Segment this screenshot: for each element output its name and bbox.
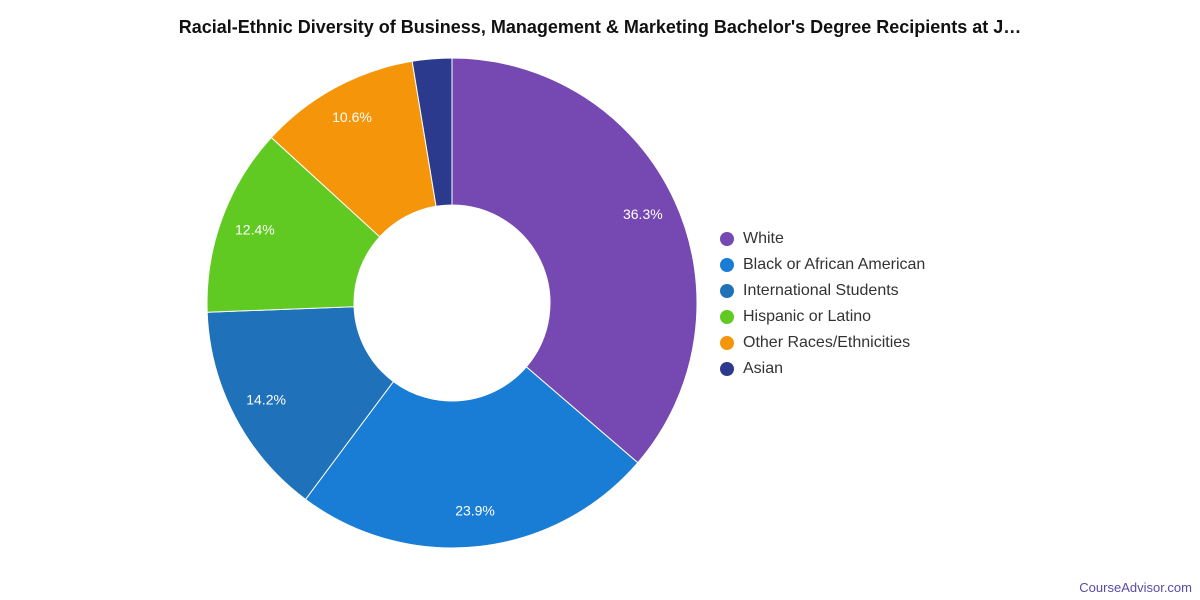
legend-label: Asian (743, 360, 784, 377)
legend-item-hispanic-or-latino: Hispanic or Latino (720, 304, 925, 330)
legend-swatch (720, 284, 734, 298)
legend-swatch (720, 362, 734, 376)
legend-swatch (720, 336, 734, 350)
slice-label-hispanic-or-latino: 12.4% (235, 221, 275, 237)
donut-slices (206, 57, 698, 549)
donut-slice-labels: 36.3% 23.9% 14.2% 12.4% 10.6% (235, 109, 663, 518)
slice-label-international-students: 14.2% (246, 391, 286, 407)
legend-swatch (720, 258, 734, 272)
legend-label: White (743, 230, 784, 247)
slice-black-or-african-american (304, 366, 639, 549)
legend-label: Other Races/Ethnicities (743, 334, 911, 351)
slice-other-races-ethnicities (270, 60, 437, 238)
slice-label-black-or-african-american: 23.9% (455, 502, 495, 518)
legend-item-asian: Asian (720, 356, 925, 382)
legend-label: Hispanic or Latino (743, 308, 872, 325)
legend-swatch (720, 232, 734, 246)
slice-label-white: 36.3% (623, 206, 663, 222)
legend-label: Black or African American (743, 256, 926, 273)
watermark: CourseAdvisor.com (1079, 580, 1192, 595)
legend-item-international-students: International Students (720, 278, 925, 304)
legend-item-black-or-african-american: Black or African American (720, 252, 925, 278)
legend-swatch (720, 310, 734, 324)
legend-item-other-races-ethnicities: Other Races/Ethnicities (720, 330, 925, 356)
legend-label: International Students (743, 282, 899, 299)
slice-label-other-races-ethnicities: 10.6% (332, 109, 372, 125)
slice-hispanic-or-latino (206, 136, 381, 313)
slice-white (451, 57, 698, 464)
chart-title: Racial-Ethnic Diversity of Business, Man… (178, 17, 1022, 37)
chart-legend: White Black or African American Internatio… (720, 226, 925, 382)
slice-international-students (206, 306, 395, 501)
legend-item-white: White (720, 226, 925, 252)
slice-asian (411, 57, 453, 207)
